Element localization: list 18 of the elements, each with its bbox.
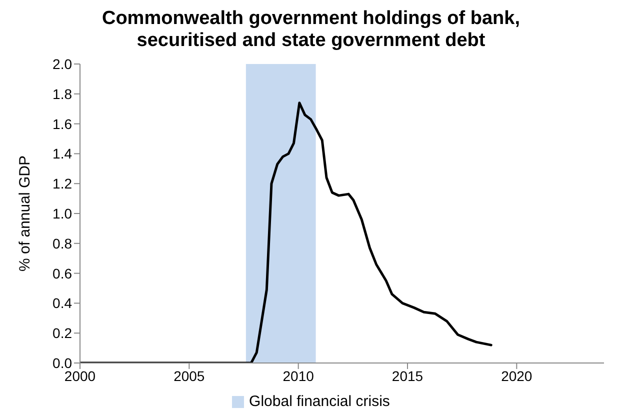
y-tick-label: 2.0 [52,56,72,72]
legend-label: Global financial crisis [249,393,390,410]
x-tick-label: 2010 [282,368,314,384]
y-tick-label: 1.2 [52,176,72,192]
y-tick-label: 0.8 [52,235,72,252]
y-axis-title: % of annual GDP [16,156,34,272]
line-series [80,102,492,363]
y-tick-label: 1.6 [52,116,72,132]
y-tick-label: 0.6 [52,265,72,282]
x-tick-label: 2015 [392,368,424,384]
x-tick-label: 2020 [501,368,532,384]
y-tick-label: 1.8 [52,86,72,102]
chart-title: Commonwealth government holdings of bank, securitised and state government debt [100,8,522,52]
y-tick-label: 0.2 [52,325,72,342]
y-tick-label: 1.0 [52,205,72,222]
y-tick-label: 1.4 [52,146,72,162]
y-tick-label: 0.4 [52,295,72,312]
x-tick-label: 2005 [174,368,205,384]
